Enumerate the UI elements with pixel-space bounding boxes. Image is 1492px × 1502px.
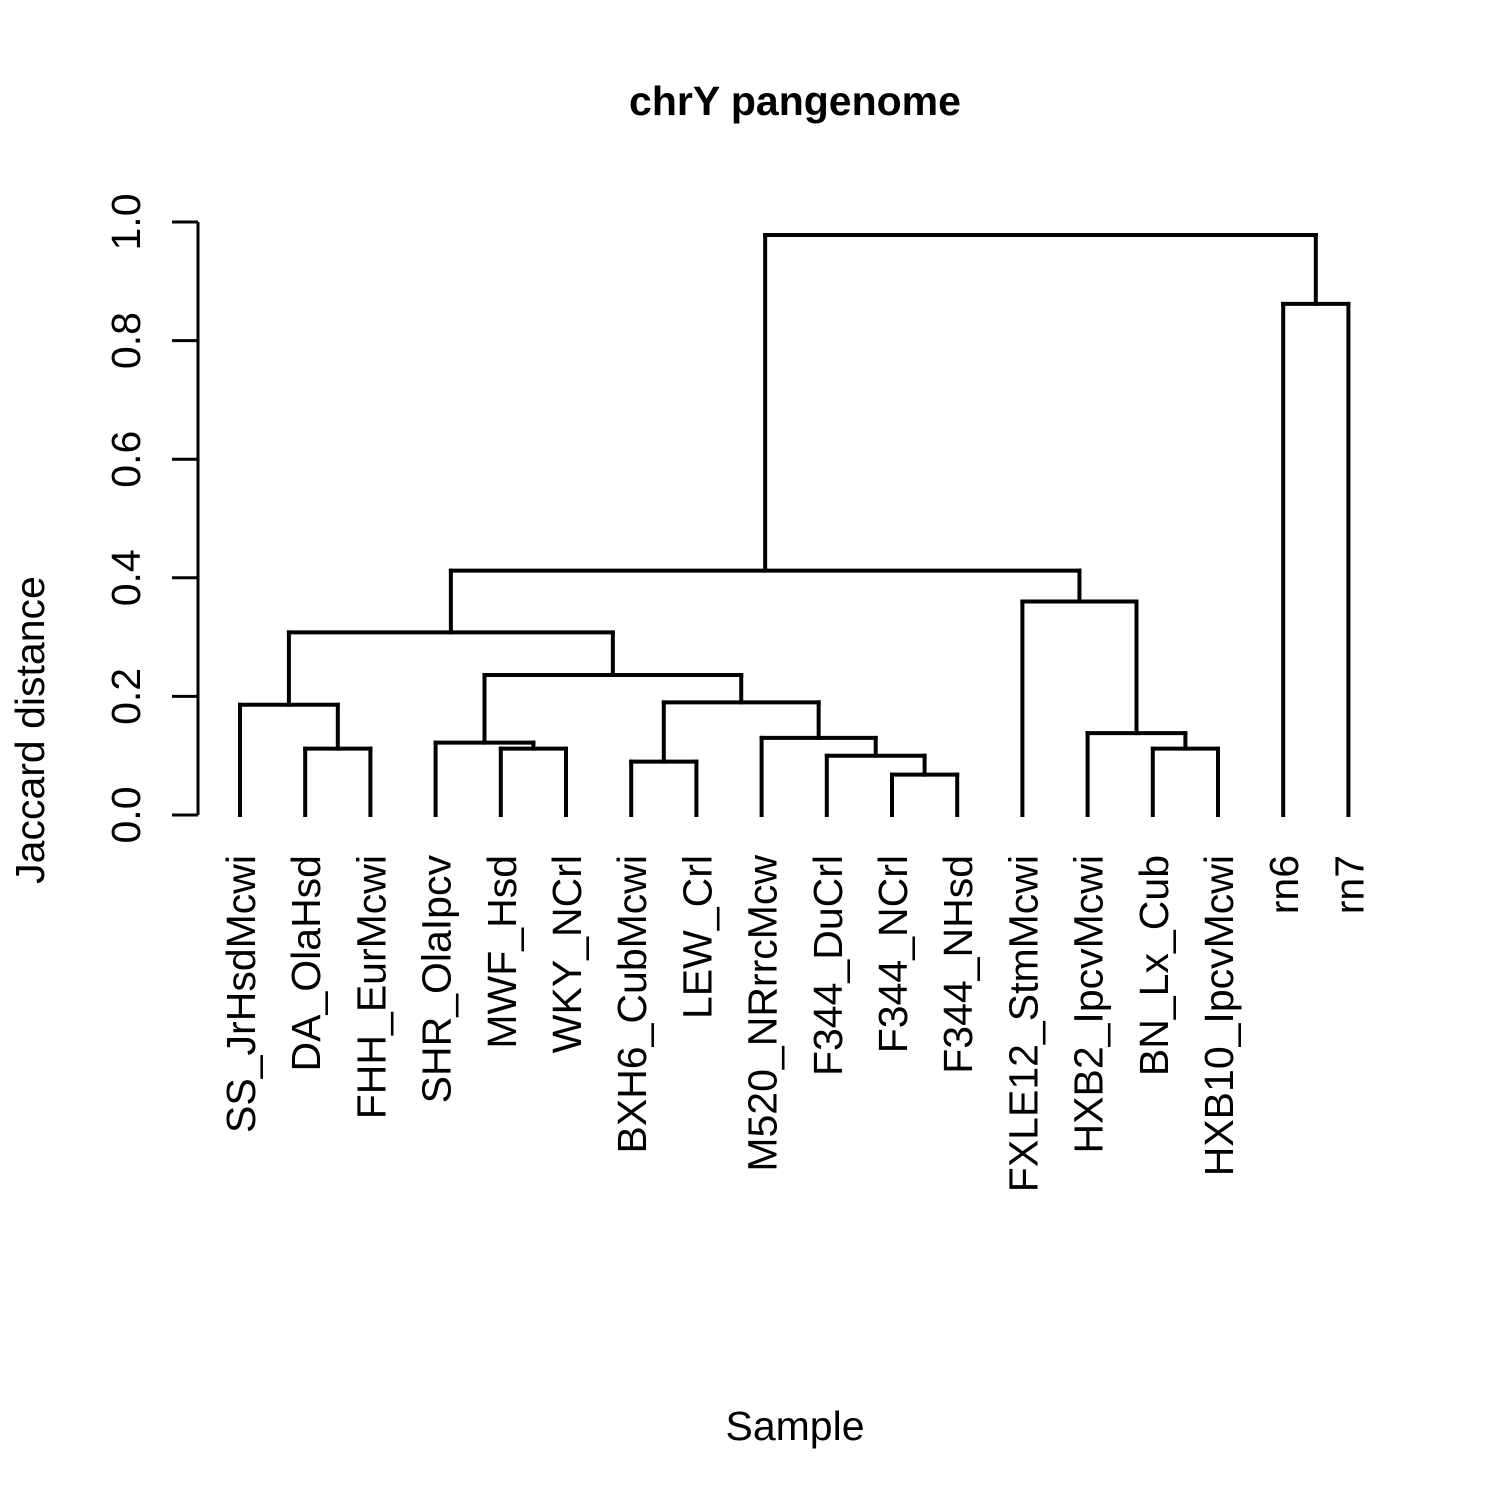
y-tick-label: 0.4 [103,549,149,606]
chart-title: chrY pangenome [629,78,961,124]
leaf-label: HXB10_IpcvMcwi [1196,855,1242,1176]
leaf-label: SHR_OlaIpcv [414,855,460,1104]
leaf-label: DA_OlaHsd [283,855,329,1071]
leaf-label: BN_Lx_Cub [1131,855,1177,1076]
y-tick-label: 1.0 [103,194,149,251]
y-axis-label: Jaccard distance [7,576,53,884]
leaf-label: MWF_Hsd [479,855,525,1049]
leaf-label: WKY_NCrl [544,855,590,1053]
leaf-label: HXB2_IpcvMcwi [1066,855,1112,1153]
leaf-label: F344_NHsd [935,855,981,1074]
leaf-label: BXH6_CubMcwi [609,855,655,1154]
y-tick-label: 0.0 [103,787,149,844]
y-tick-label: 0.2 [103,668,149,725]
leaf-label: FXLE12_StmMcwi [1000,855,1046,1192]
leaf-label: FHH_EurMcwi [348,855,394,1119]
leaf-label: M520_NRrrcMcw [740,855,786,1172]
leaf-label: rn7 [1326,855,1372,914]
leaf-label: F344_NCrl [870,855,916,1053]
y-axis: 0.0 0.2 0.4 0.6 0.8 1.0 [103,194,200,844]
y-tick-label: 0.8 [103,312,149,369]
leaf-label: LEW_Crl [674,855,720,1019]
leaf-label: F344_DuCrl [805,855,851,1076]
leaf-label: rn6 [1261,855,1307,914]
y-tick-label: 0.6 [103,431,149,488]
leaf-labels: SS_JrHsdMcwi DA_OlaHsd FHH_EurMcwi SHR_OlaI… [218,855,1372,1193]
leaf-label: SS_JrHsdMcwi [218,855,264,1133]
dendrogram-tree [238,233,1351,817]
x-axis-label: Sample [725,1403,864,1449]
